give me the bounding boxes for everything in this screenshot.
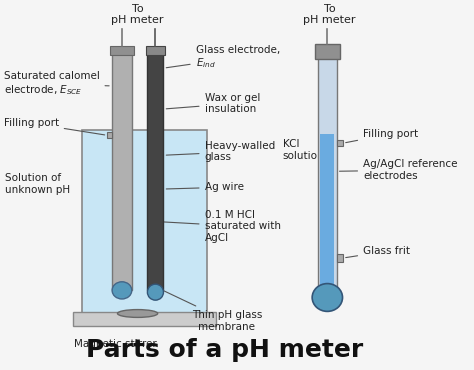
Bar	[320, 134, 335, 290]
Text: Wax or gel
insulation: Wax or gel insulation	[166, 93, 260, 114]
Text: Saturated calomel
electrode, $E_{SCE}$: Saturated calomel electrode, $E_{SCE}$	[4, 71, 109, 97]
Text: Filling port: Filling port	[346, 129, 418, 143]
Bar	[318, 48, 337, 297]
Ellipse shape	[147, 284, 164, 300]
Bar	[82, 130, 207, 315]
Bar	[337, 140, 343, 147]
Text: Ag wire: Ag wire	[166, 182, 244, 192]
Ellipse shape	[112, 282, 132, 299]
Ellipse shape	[312, 283, 343, 312]
Text: Heavy-walled
glass: Heavy-walled glass	[166, 141, 275, 162]
Text: Glass frit: Glass frit	[346, 246, 410, 258]
Text: KCl
solution: KCl solution	[283, 139, 324, 161]
Text: Glass electrode,
$E_{ind}$: Glass electrode, $E_{ind}$	[166, 44, 280, 70]
Bar	[73, 312, 216, 326]
Text: Magnetic stirrer: Magnetic stirrer	[74, 339, 156, 349]
Bar	[147, 48, 164, 290]
Text: Thin pH glass
membrane: Thin pH glass membrane	[158, 288, 262, 332]
Bar	[337, 254, 343, 262]
Bar	[107, 132, 112, 138]
Text: Ag/AgCl reference
electrodes: Ag/AgCl reference electrodes	[339, 159, 457, 181]
Text: 0.1 M HCl
saturated with
AgCl: 0.1 M HCl saturated with AgCl	[150, 210, 281, 243]
Bar	[109, 46, 134, 55]
Text: To
pH meter: To pH meter	[303, 4, 356, 26]
Text: Filling port: Filling port	[4, 118, 105, 135]
Text: To
pH meter: To pH meter	[111, 4, 164, 26]
Text: Parts of a pH meter: Parts of a pH meter	[86, 338, 363, 362]
Bar	[146, 46, 165, 55]
Text: Solution of
unknown pH: Solution of unknown pH	[5, 173, 70, 195]
Bar	[315, 44, 340, 58]
Ellipse shape	[118, 310, 158, 317]
Bar	[112, 48, 132, 290]
